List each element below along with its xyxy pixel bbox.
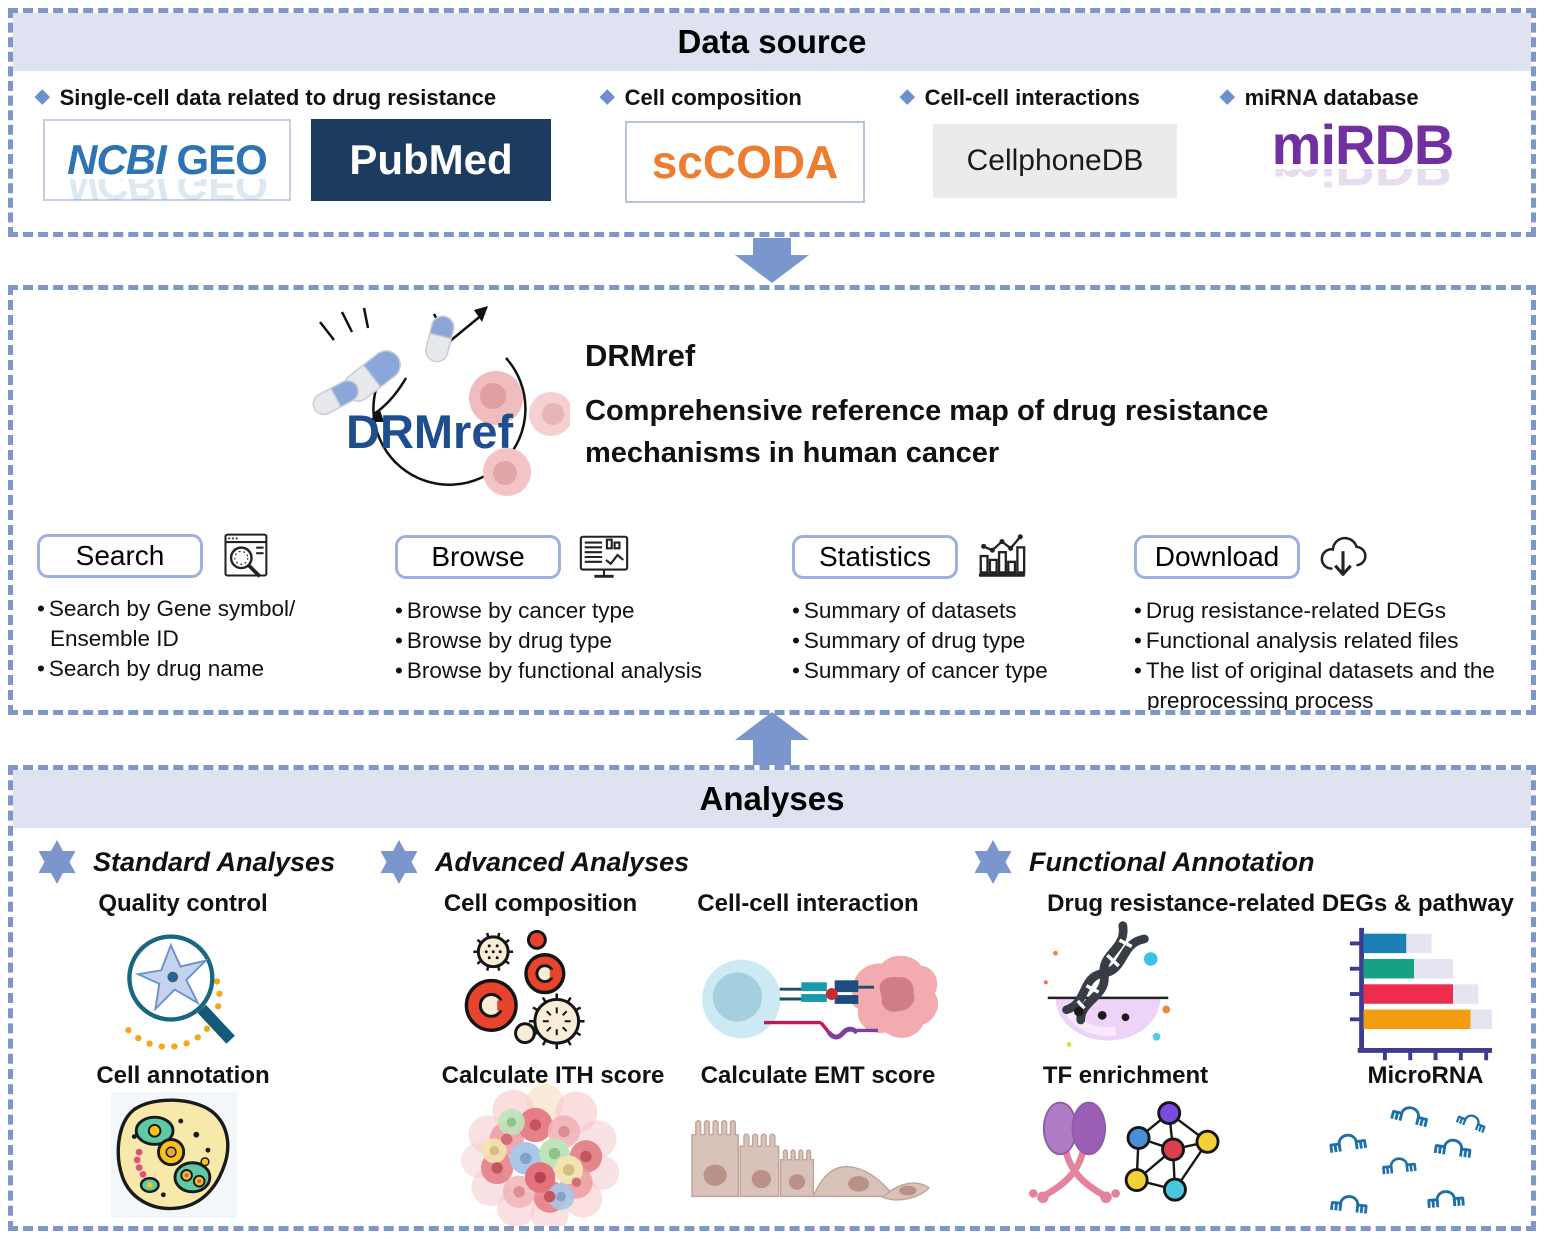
feature-download: Download Drug resistance-related DEGs Fu… — [1134, 530, 1526, 710]
star-icon — [380, 840, 418, 884]
feature-search: Search Search by Gene symbol/ Ensemble I… — [37, 530, 347, 684]
feature-item: Functional analysis related files — [1134, 626, 1526, 656]
data-source-section: Data source ◆ Single-cell data related t… — [8, 8, 1536, 237]
microrna-icon — [1327, 1102, 1489, 1215]
dna-pathway-icon — [1043, 921, 1171, 1047]
up-arrow-icon — [735, 712, 809, 765]
cell-cell-interaction-icon — [702, 955, 939, 1040]
feature-item: Browse by functional analysis — [395, 656, 787, 686]
group-label: miRNA database — [1244, 85, 1419, 110]
feature-statistics: Statistics Summary of datasets Summary o… — [792, 530, 1137, 686]
logo-wordmark: DRMref — [346, 405, 513, 458]
emt-score-label: Calculate EMT score — [700, 1062, 936, 1089]
tf-enrichment-label: TF enrichment — [1042, 1062, 1209, 1089]
cell-composition-label: Cell composition — [443, 890, 638, 917]
ith-score-label: Calculate ITH score — [441, 1062, 665, 1089]
pubmed-logo: PubMed — [311, 119, 551, 202]
cell-annotation-label: Cell annotation — [96, 1062, 270, 1089]
statistics-icon — [978, 534, 1026, 577]
browse-icon — [579, 535, 629, 578]
tf-enrichment-icon — [1028, 1101, 1220, 1204]
gene-network-icon — [1124, 1101, 1220, 1202]
browse-button[interactable]: Browse — [395, 535, 561, 579]
data-source-title: Data source — [677, 23, 867, 60]
diamond-icon: ◆ — [900, 86, 915, 107]
data-source-header: Data source — [13, 13, 1531, 71]
group-label: Single-cell data related to drug resista… — [59, 85, 497, 110]
group-label: Cell-cell interactions — [924, 85, 1140, 110]
degs-pathway-label: Drug resistance-related DEGs & pathway — [1047, 890, 1514, 917]
drmref-section: DRMref DRMref Comprehensive reference ma… — [8, 285, 1536, 715]
feature-item: Summary of drug type — [792, 626, 1137, 656]
drmref-logo: DRMref — [312, 306, 570, 496]
ncbi-geo-logo: NCBI GEO NCBI GEO — [43, 119, 291, 209]
mirdb-logo: miRDB miRDB — [1271, 113, 1455, 198]
search-button[interactable]: Search — [37, 534, 203, 578]
down-arrow-icon — [735, 238, 809, 283]
data-source-row: ◆ Single-cell data related to drug resis… — [13, 71, 1531, 209]
analyses-section: Analyses Standard Analyses Advanced Anal… — [8, 765, 1536, 1231]
cellphonedb-logo: CellphoneDB — [933, 124, 1177, 199]
microrna-label: MicroRNA — [1367, 1062, 1484, 1089]
feature-item: Summary of cancer type — [792, 656, 1137, 686]
feature-item: Search by Gene symbol/ Ensemble ID — [37, 594, 347, 654]
search-icon — [224, 533, 268, 578]
diamond-icon: ◆ — [35, 86, 50, 107]
feature-item: Browse by drug type — [395, 626, 787, 656]
feature-browse: Browse Browse by cancer type Browse by d… — [395, 530, 787, 686]
cell-annotation-icon — [111, 1092, 237, 1218]
analyses-title: Analyses — [699, 780, 845, 817]
quality-control-icon — [125, 934, 235, 1050]
analyses-header: Analyses — [13, 770, 1531, 828]
page-title: DRMref — [585, 338, 696, 373]
group-single-cell-data: ◆ Single-cell data related to drug resis… — [35, 85, 590, 209]
feature-item: Drug resistance-related DEGs — [1134, 596, 1526, 626]
sccoda-logo: scCODA — [625, 121, 865, 204]
feature-item: The list of original datasets and the pr… — [1134, 656, 1526, 710]
ith-score-icon — [460, 1083, 620, 1226]
star-icon — [38, 840, 76, 884]
transcription-factor-icon — [1028, 1101, 1120, 1204]
download-button[interactable]: Download — [1134, 535, 1300, 579]
download-icon — [1320, 536, 1367, 576]
feature-item: Search by drug name — [37, 654, 347, 684]
group-label: Cell composition — [624, 85, 802, 110]
cell-cell-interaction-label: Cell-cell interaction — [697, 890, 919, 917]
diamond-icon: ◆ — [1220, 86, 1235, 107]
statistics-button[interactable]: Statistics — [792, 535, 958, 579]
cell-composition-icon — [464, 929, 585, 1050]
star-icon — [974, 840, 1012, 884]
pathway-barchart-icon — [1349, 927, 1492, 1061]
functional-annotation-header: Functional Annotation — [973, 840, 1314, 884]
quality-control-label: Quality control — [98, 890, 268, 917]
emt-score-icon — [691, 1120, 931, 1201]
feature-item: Browse by cancer type — [395, 596, 787, 626]
standard-analyses-header: Standard Analyses — [37, 840, 335, 884]
page-subtitle: Comprehensive reference map of drug resi… — [585, 395, 1269, 470]
diamond-icon: ◆ — [600, 86, 615, 107]
feature-item: Summary of datasets — [792, 596, 1137, 626]
group-cell-cell-interactions: ◆ Cell-cell interactions CellphoneDB — [900, 85, 1210, 203]
group-cell-composition: ◆ Cell composition scCODA — [600, 85, 890, 204]
advanced-analyses-header: Advanced Analyses — [379, 840, 689, 884]
group-mirna-database: ◆ miRNA database miRDB miRDB — [1220, 85, 1505, 203]
